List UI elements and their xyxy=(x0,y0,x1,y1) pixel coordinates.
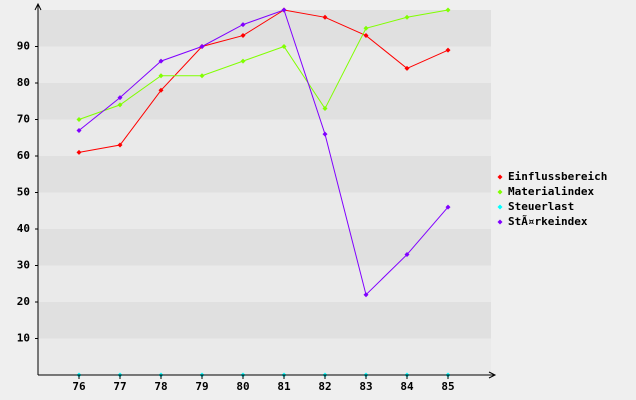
point xyxy=(76,149,82,155)
point xyxy=(117,102,123,108)
point xyxy=(117,142,123,148)
legend-label: Steuerlast xyxy=(508,200,574,213)
y-tick-label: 90 xyxy=(17,40,30,53)
grid-band xyxy=(38,338,491,375)
point xyxy=(281,44,287,49)
grid-band xyxy=(38,83,491,120)
y-tick-label: 20 xyxy=(17,295,30,308)
y-tick-label: 40 xyxy=(17,222,30,235)
y-axis-arrow xyxy=(34,2,42,11)
y-tick-label: 50 xyxy=(17,186,30,199)
grid-band xyxy=(38,265,491,302)
point xyxy=(158,58,164,64)
x-tick-label: 80 xyxy=(236,380,249,393)
grid-band xyxy=(38,156,491,193)
grid-band xyxy=(38,229,491,266)
point xyxy=(404,65,410,71)
x-tick-label: 83 xyxy=(359,380,372,393)
x-axis-arrow xyxy=(488,371,497,379)
point xyxy=(76,117,82,122)
legend-label: Materialindex xyxy=(508,185,594,198)
series-line xyxy=(78,9,449,296)
point xyxy=(445,47,451,53)
point xyxy=(363,292,369,298)
point xyxy=(404,252,410,258)
x-tick-label: 79 xyxy=(195,380,208,393)
legend-marker xyxy=(497,219,503,225)
legend-label: StÃ¤rkeindex xyxy=(508,215,588,228)
grid-band xyxy=(38,119,491,156)
legend-label: Einflussbereich xyxy=(508,170,607,183)
y-tick-label: 70 xyxy=(17,113,30,126)
point xyxy=(117,95,123,101)
point xyxy=(363,25,369,31)
x-tick-label: 82 xyxy=(318,380,331,393)
point xyxy=(240,58,246,64)
y-tick-label: 10 xyxy=(17,332,30,345)
point xyxy=(199,44,205,49)
series-line xyxy=(78,9,449,153)
legend-marker xyxy=(497,204,503,210)
grid-band xyxy=(38,10,491,47)
point xyxy=(322,106,328,112)
series-line xyxy=(78,9,449,120)
point xyxy=(158,73,164,79)
x-tick-label: 77 xyxy=(113,380,126,393)
point xyxy=(76,127,82,133)
point xyxy=(240,22,246,28)
grid-band xyxy=(38,302,491,339)
point xyxy=(158,87,164,93)
point xyxy=(322,131,328,137)
point xyxy=(199,73,205,79)
grid-band xyxy=(38,46,491,83)
x-tick-label: 81 xyxy=(277,380,291,393)
point xyxy=(240,33,246,39)
point xyxy=(445,7,451,13)
x-tick-label: 78 xyxy=(154,380,167,393)
point xyxy=(281,7,287,13)
y-tick-label: 80 xyxy=(17,76,30,89)
y-tick-label: 60 xyxy=(17,149,30,162)
point xyxy=(445,204,451,210)
legend-marker xyxy=(497,174,503,180)
legend-marker xyxy=(497,189,503,195)
x-tick-label: 85 xyxy=(441,380,454,393)
grid-band xyxy=(38,192,491,229)
plot-bands xyxy=(38,10,491,375)
x-tick-label: 76 xyxy=(72,380,86,393)
point xyxy=(404,14,410,20)
x-tick-label: 84 xyxy=(400,380,414,393)
point xyxy=(363,33,369,39)
point xyxy=(322,14,328,20)
y-tick-label: 30 xyxy=(17,259,30,272)
